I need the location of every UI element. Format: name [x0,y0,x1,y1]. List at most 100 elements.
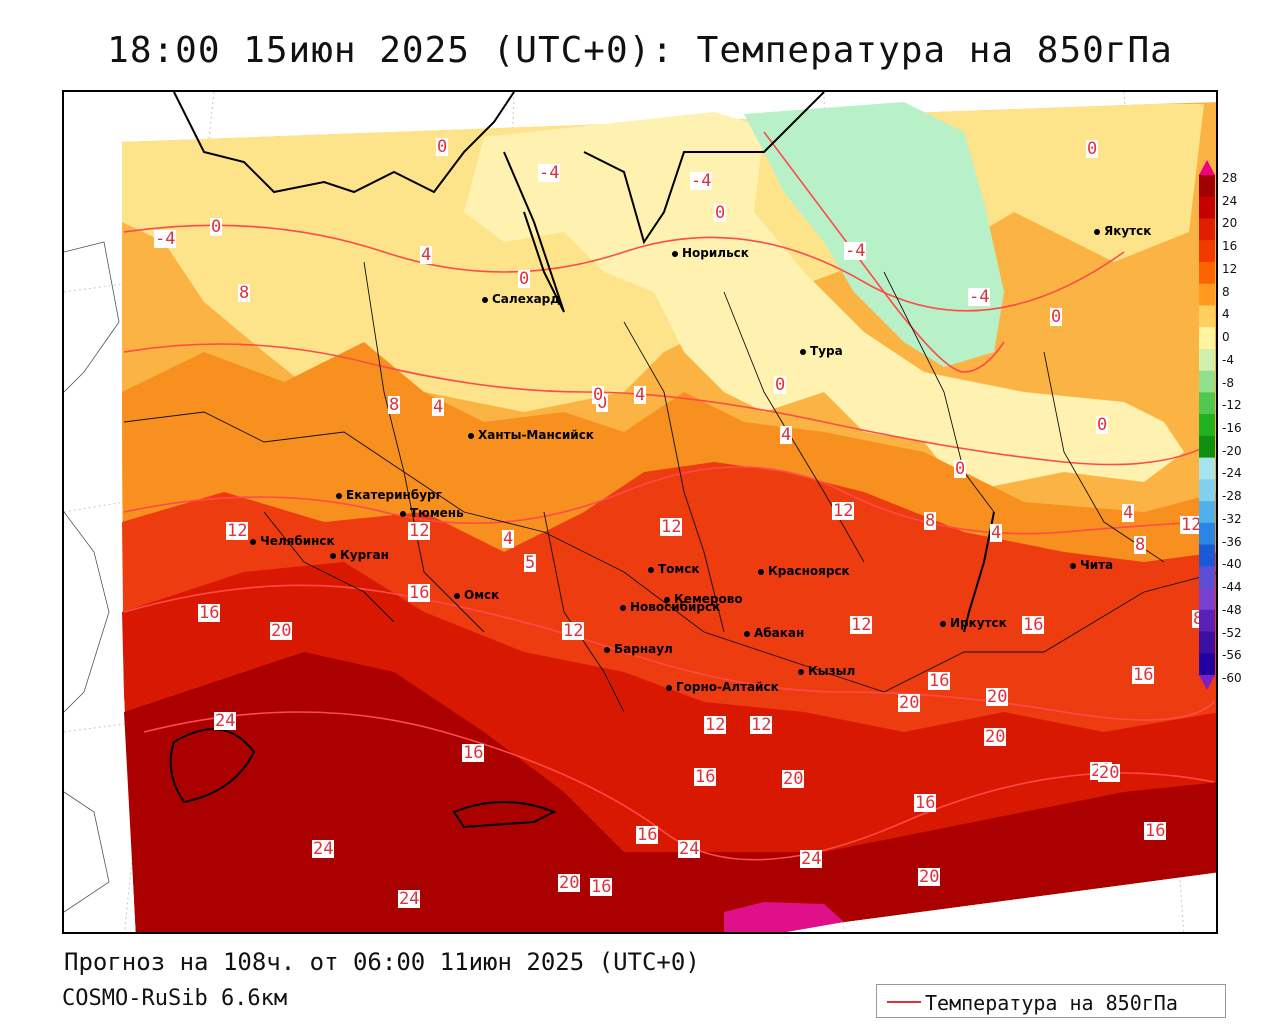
colorbar-tick-label: 24 [1222,193,1238,208]
city-marker: Кызыл [798,664,855,678]
colorbar-labels: 28 24 20 16 12 8 4 0 -4 -8 -12 -16 -20 -24 -28 -32 -36 -4… [1222,165,1272,685]
city-dot-icon [620,604,626,611]
city-label: Якутск [1104,224,1152,238]
isotherm-label: -4 [154,229,177,249]
colorbar-cell [1199,305,1215,328]
isotherm-label: 4 [1122,503,1135,523]
isotherm-label: 0 [436,137,449,157]
isotherm-label: 4 [990,523,1003,543]
city-dot-icon [798,668,804,675]
city-dot-icon [1094,228,1100,235]
city-dot-icon [482,296,488,303]
city-dot-icon [604,646,610,653]
isotherm-label: 24 [214,711,237,731]
city-marker: Томск [648,562,700,576]
colorbar-cell [1199,240,1215,263]
city-marker: Екатеринбург [336,488,442,502]
colorbar-cell [1199,479,1215,502]
isotherm-label: 16 [1144,821,1167,841]
city-marker: Чита [1070,558,1113,572]
isotherm-label: 16 [928,671,951,691]
colorbar-cell [1199,283,1215,306]
colorbar-cell [1199,566,1215,589]
city-dot-icon [336,492,342,499]
isotherm-label: 0 [1096,415,1109,435]
colorbar-tick-label: 12 [1222,261,1238,276]
isotherm-label: 16 [1022,615,1045,635]
colorbar-cell [1199,414,1215,437]
city-dot-icon [400,510,406,517]
isotherm-label: 16 [408,583,431,603]
colorbar-tick-label: 28 [1222,171,1238,185]
city-marker: Барнаул [604,642,673,656]
colorbar-tick-label: -32 [1222,511,1242,526]
colorbar-tick-label: -4 [1222,352,1234,367]
isotherm-label: 20 [558,873,581,893]
colorbar-tick-label: -28 [1222,489,1242,504]
city-marker: Норильск [672,246,749,260]
isotherm-label: 4 [432,397,445,417]
city-label: Екатеринбург [346,488,442,502]
isotherm-label: 20 [1098,763,1121,783]
isotherm-label: -4 [844,241,867,261]
isotherm-label: 24 [678,839,701,859]
isotherm-label: 16 [636,825,659,845]
city-marker: Челябинск [250,534,335,548]
isotherm-label: 12 [226,521,249,541]
isotherm-label: 24 [800,849,823,869]
colorbar-tick-label: -12 [1222,398,1242,413]
colorbar-cell [1199,544,1215,567]
colorbar-tick-label: 0 [1222,330,1230,345]
city-marker: Иркутск [940,616,1007,630]
colorbar-tick-label: -36 [1222,534,1242,549]
legend: Температура на 850гПа [876,984,1226,1018]
isotherm-label: -4 [690,171,713,191]
city-label: Тюмень [410,506,464,520]
model-name: COSMO-RuSib 6.6км [62,986,288,1011]
colorbar-tick-label: -44 [1222,580,1242,595]
isotherm-label: 20 [782,769,805,789]
city-dot-icon [454,592,460,599]
colorbar-cell [1199,392,1215,415]
city-dot-icon [330,552,336,559]
colorbar-tick-label: -8 [1222,375,1234,390]
colorbar-cell [1199,631,1215,654]
map-title: 18:00 15июн 2025 (UTC+0): Температура на… [107,30,1173,71]
city-label: Норильск [682,246,749,260]
isotherm-label: 20 [898,693,921,713]
city-marker: Горно-Алтайск [666,680,779,694]
colorbar-cell [1199,435,1215,459]
isotherm-label: 0 [518,269,531,289]
city-dot-icon [250,538,256,545]
city-marker: Кемерово [664,592,743,606]
isotherm-label: -4 [538,163,561,183]
city-marker: Красноярск [758,564,850,578]
city-marker: Ханты-Мансийск [468,428,594,442]
city-label: Тура [810,344,843,358]
isotherm-label: 24 [398,889,421,909]
isotherm-label: 20 [918,867,941,887]
admin-borders [123,261,1216,713]
city-marker: Абакан [744,626,804,640]
city-label: Абакан [754,626,805,640]
city-label: Кемерово [674,592,743,606]
isotherm-label: 8 [1134,535,1147,555]
legend-line-swatch [887,1001,921,1003]
isotherm-label: 4 [502,529,515,549]
city-dot-icon [758,568,764,575]
coastlines [169,92,995,829]
isotherm-label: 12 [1180,515,1203,535]
city-dot-icon [666,684,672,691]
forecast-map[interactable]: Якутск Норильск Салехард Тура Ханты-Мансийск… [62,90,1218,934]
city-marker: Якутск [1094,224,1151,238]
city-marker: Тура [800,344,843,358]
colorbar-tick-label: 20 [1222,216,1238,231]
isotherm-label: 12 [660,517,683,537]
isotherm-label: 16 [590,877,613,897]
city-dot-icon [744,630,750,637]
city-marker: Курган [330,548,389,562]
isotherm-label: 12 [408,521,431,541]
isotherm-label: 16 [694,767,717,787]
city-dot-icon [672,250,678,257]
city-dot-icon [1070,562,1076,569]
